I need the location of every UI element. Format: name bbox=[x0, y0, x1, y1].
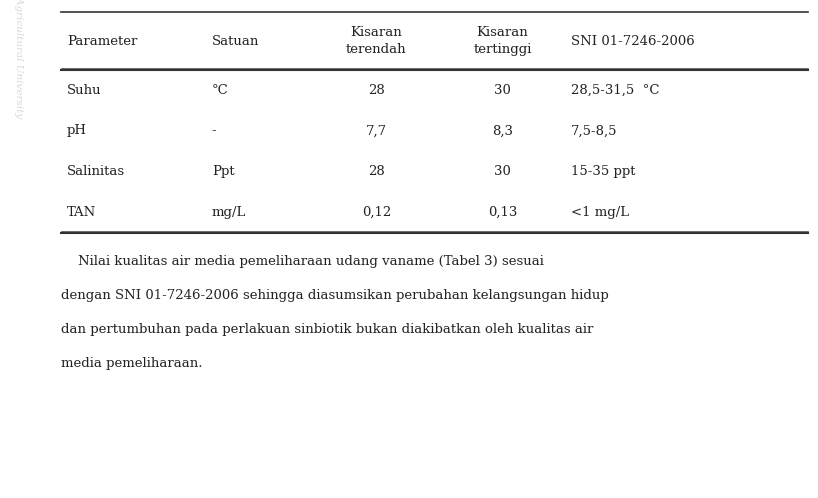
Text: 30: 30 bbox=[494, 165, 511, 178]
Text: 0,12: 0,12 bbox=[362, 206, 391, 219]
Text: dan pertumbuhan pada perlakuan sinbiotik bukan diakibatkan oleh kualitas air: dan pertumbuhan pada perlakuan sinbiotik… bbox=[61, 323, 594, 336]
Text: pH: pH bbox=[67, 124, 87, 137]
Text: Nilai kualitas air media pemeliharaan udang vaname (Tabel 3) sesuai: Nilai kualitas air media pemeliharaan ud… bbox=[61, 255, 544, 268]
Text: media pemeliharaan.: media pemeliharaan. bbox=[61, 357, 203, 370]
Text: 28,5-31,5  °C: 28,5-31,5 °C bbox=[571, 84, 659, 97]
Text: Ppt: Ppt bbox=[212, 165, 235, 178]
Text: Kisaran
terendah: Kisaran terendah bbox=[346, 26, 407, 56]
Text: 8,3: 8,3 bbox=[492, 124, 513, 137]
Text: 7,5-8,5: 7,5-8,5 bbox=[571, 124, 618, 137]
Text: 28: 28 bbox=[368, 84, 384, 97]
Text: °C: °C bbox=[212, 84, 228, 97]
Text: Kisaran
tertinggi: Kisaran tertinggi bbox=[474, 26, 532, 56]
Text: Satuan: Satuan bbox=[212, 34, 259, 48]
Text: Parameter: Parameter bbox=[67, 34, 137, 48]
Text: 28: 28 bbox=[368, 165, 384, 178]
Text: TAN: TAN bbox=[67, 206, 97, 219]
Text: 30: 30 bbox=[494, 84, 511, 97]
Text: Salinitas: Salinitas bbox=[67, 165, 125, 178]
Text: mg/L: mg/L bbox=[212, 206, 246, 219]
Text: 7,7: 7,7 bbox=[366, 124, 387, 137]
Text: -: - bbox=[212, 124, 217, 137]
Text: SNI 01-7246-2006: SNI 01-7246-2006 bbox=[571, 34, 695, 48]
Text: 15-35 ppt: 15-35 ppt bbox=[571, 165, 636, 178]
Text: dengan SNI 01-7246-2006 sehingga diasumsikan perubahan kelangsungan hidup: dengan SNI 01-7246-2006 sehingga diasums… bbox=[61, 289, 609, 302]
Text: <1 mg/L: <1 mg/L bbox=[571, 206, 629, 219]
Text: 0,13: 0,13 bbox=[488, 206, 517, 219]
Text: Suhu: Suhu bbox=[67, 84, 101, 97]
Text: Bogor Agricultural University: Bogor Agricultural University bbox=[14, 0, 23, 118]
